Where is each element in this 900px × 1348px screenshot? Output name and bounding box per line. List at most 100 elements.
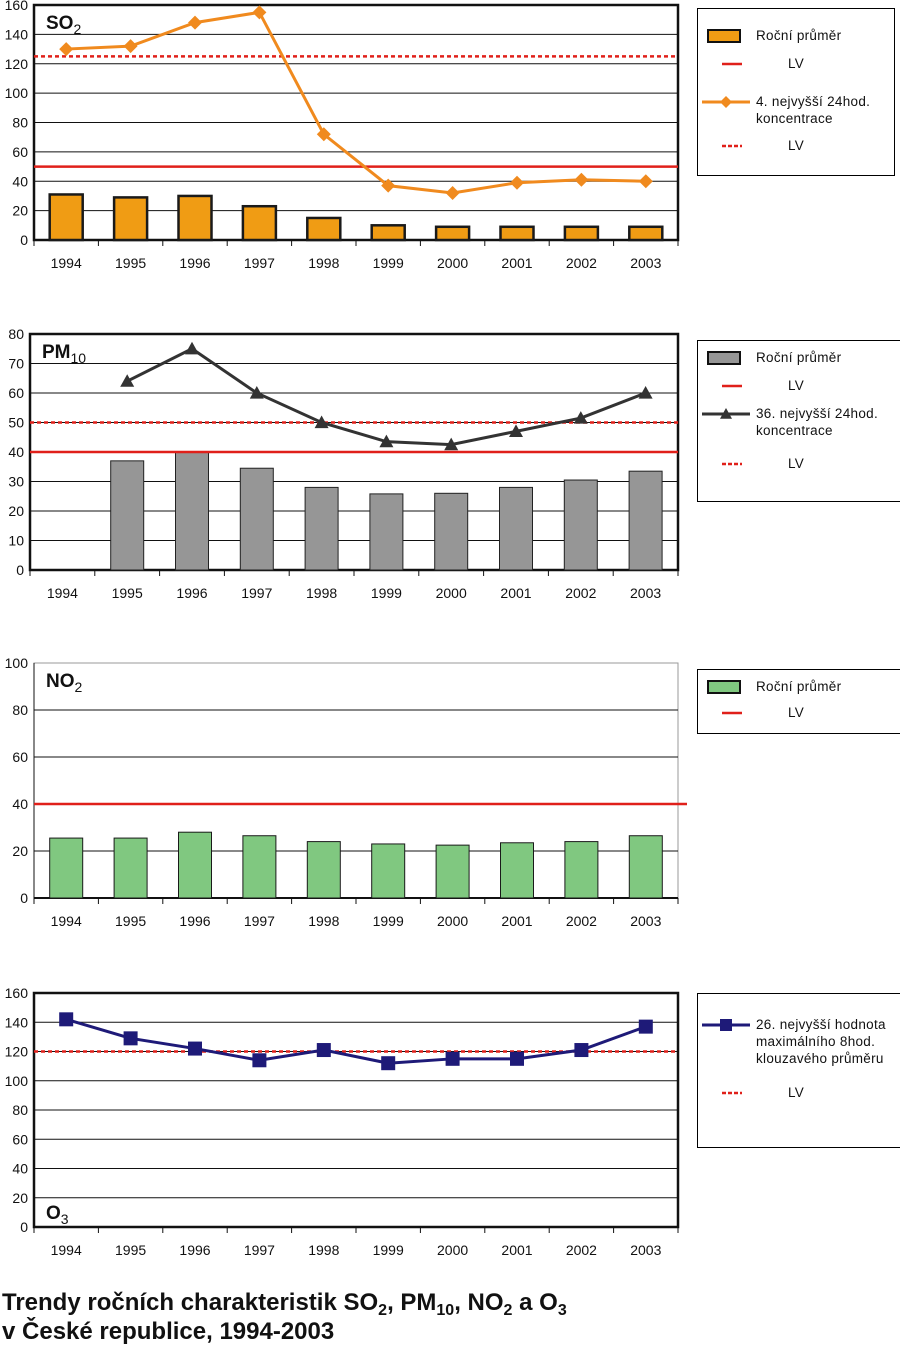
legend-swatch-dotted	[722, 1091, 742, 1095]
square-marker	[445, 1051, 460, 1066]
triangle-marker	[720, 408, 732, 419]
bar	[435, 844, 470, 899]
legend-label: LV	[788, 378, 805, 393]
bar	[306, 216, 342, 242]
legend-swatch-bar	[707, 29, 741, 43]
title-text: a O	[512, 1289, 558, 1316]
title-text: , NO	[454, 1289, 504, 1316]
x-tick-label: 1996	[179, 1242, 210, 1258]
y-tick-label: 160	[5, 0, 29, 13]
bar	[175, 451, 209, 571]
x-tick-label: 2002	[566, 255, 597, 271]
x-tick-label: 1999	[373, 1242, 404, 1258]
pollutant-label: PM10	[42, 342, 86, 366]
square-marker	[574, 1043, 589, 1058]
x-tick-label: 2001	[500, 585, 531, 601]
x-tick-label: 2002	[565, 585, 596, 601]
label-text: NO	[46, 671, 75, 692]
bar	[628, 835, 663, 899]
x-tick-label: 1998	[308, 913, 339, 929]
bar	[628, 225, 664, 242]
legend-swatch-line-diamond	[702, 96, 750, 108]
legend-swatch-line-triangle	[702, 408, 750, 419]
x-tick-label: 1995	[115, 255, 146, 271]
bar	[369, 493, 404, 571]
bar	[564, 841, 599, 899]
bar	[628, 470, 663, 571]
bar	[48, 193, 84, 242]
legend-label: Roční průměr	[756, 679, 842, 694]
x-tick-label: 1995	[112, 585, 143, 601]
x-tick-label: 1998	[306, 585, 337, 601]
square-marker	[638, 1019, 653, 1034]
title-subscript: 10	[436, 1302, 455, 1319]
y-tick-label: 20	[12, 1190, 28, 1206]
x-tick-label: 1998	[308, 255, 339, 271]
bar	[49, 837, 84, 899]
label-text: PM	[42, 342, 71, 363]
y-tick-label: 0	[20, 232, 28, 248]
x-tick-label: 1995	[115, 1242, 146, 1258]
y-tick-label: 80	[12, 115, 28, 131]
x-tick-label: 1998	[308, 1242, 339, 1258]
x-tick-label: 2003	[630, 913, 661, 929]
diamond-marker	[445, 186, 460, 200]
triangle-marker	[638, 386, 653, 399]
diamond-marker	[59, 42, 74, 57]
y-tick-label: 50	[8, 415, 24, 431]
series-line	[65, 1017, 647, 1065]
square-marker	[510, 1051, 524, 1066]
chart-3: 0 20 40 60 80 100 120 140 160 1994 1995 1996 1997 199…	[5, 985, 680, 1258]
legend-label: LV	[788, 138, 805, 153]
title-text: , PM	[387, 1289, 437, 1316]
legend-label: Roční průměr	[756, 28, 842, 43]
y-tick-label: 100	[5, 655, 29, 671]
diamond-marker	[188, 15, 202, 30]
diamond-marker	[638, 174, 653, 189]
bar	[241, 204, 278, 242]
diamond-marker	[720, 96, 732, 108]
x-tick-label: 2003	[630, 1242, 661, 1258]
legend-label: 26. nejvyšší hodnota maximálního 8hod. k…	[756, 1017, 886, 1066]
triangle-marker	[249, 386, 264, 399]
y-tick-label: 80	[12, 1102, 28, 1118]
series-line	[66, 10, 646, 195]
x-tick-label: 2000	[437, 1242, 468, 1258]
legend-label: LV	[788, 705, 805, 720]
legend-swatch-solid	[722, 384, 742, 388]
legend-swatch-solid	[722, 62, 742, 66]
diamond-marker	[123, 39, 138, 54]
figure-title: Trendy ročních charakteristik SO2, PM10,…	[2, 1288, 567, 1346]
legend: 26. nejvyšší hodnota maximálního 8hod. k…	[697, 993, 900, 1148]
square-marker	[59, 1012, 74, 1027]
x-tick-label: 1997	[241, 585, 272, 601]
triangle-marker	[444, 437, 459, 451]
bar	[499, 225, 535, 242]
bar	[113, 837, 148, 899]
y-tick-label: 160	[5, 985, 29, 1001]
x-tick-label: 2000	[437, 255, 468, 271]
legend-label: LV	[788, 1085, 805, 1100]
x-tick-label: 2002	[566, 913, 597, 929]
x-tick-label: 2001	[501, 913, 532, 929]
x-tick-label: 1994	[51, 913, 82, 929]
triangle-marker	[379, 434, 394, 448]
y-tick-label: 80	[8, 326, 24, 342]
title-subscript: 3	[557, 1302, 567, 1319]
y-tick-label: 80	[12, 702, 28, 718]
x-tick-label: 2001	[501, 255, 532, 271]
legend: Roční průměr LV 4. nejvyšší 24hod. koncent…	[697, 8, 895, 176]
diamond-marker	[510, 175, 524, 190]
y-tick-label: 140	[5, 26, 29, 42]
x-tick-label: 2000	[436, 585, 467, 601]
triangle-marker	[120, 374, 135, 387]
x-tick-label: 1999	[373, 913, 404, 929]
x-tick-label: 1994	[47, 585, 78, 601]
y-tick-label: 60	[12, 144, 28, 160]
y-tick-label: 100	[5, 85, 29, 101]
bar	[563, 225, 600, 242]
bar	[370, 224, 406, 242]
pollutant-label: O3	[46, 1203, 69, 1227]
x-tick-label: 1994	[51, 255, 82, 271]
